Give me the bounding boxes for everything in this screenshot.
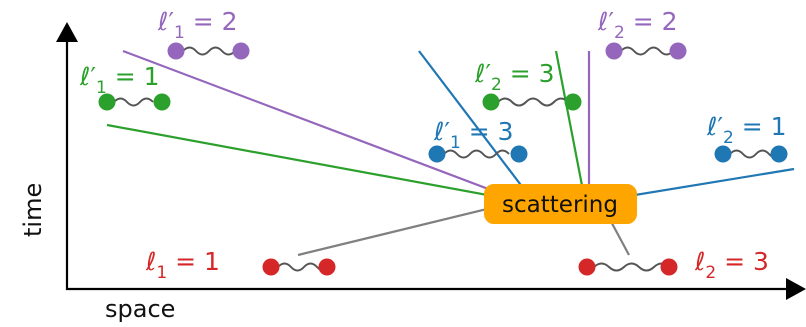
green-left-trajectory [106, 123, 521, 203]
scattering-label: scattering [502, 192, 618, 218]
space-axis [66, 278, 806, 300]
particle-dot [510, 145, 528, 163]
particle-dot [153, 93, 171, 111]
blue-left-trajectory [418, 50, 534, 202]
particle-dot [714, 145, 732, 163]
label-l2prime-blue: ℓ′2 = 1 [706, 112, 787, 148]
purple-left-trajectory [122, 49, 521, 203]
particle-dot [318, 258, 336, 276]
pair-purple-right [605, 42, 687, 60]
gray-left-trajectory [297, 199, 521, 257]
particle-dot [605, 42, 623, 60]
particle-dot [167, 42, 185, 60]
particle-dot [578, 258, 596, 276]
pair-blue-left [428, 145, 528, 163]
label-l1-red: ℓ1 = 1 [145, 247, 220, 283]
particle-dot [660, 258, 678, 276]
pair-purple-left [167, 42, 250, 60]
pair-green-left [98, 93, 171, 111]
pair-green-right [482, 93, 582, 111]
label-l1prime-blue: ℓ′1 = 3 [433, 117, 514, 153]
x-axis-label: space [105, 295, 175, 322]
label-l2prime-purple: ℓ′2 = 2 [597, 7, 678, 43]
time-axis-arrowhead [56, 22, 78, 42]
y-axis-label: time [19, 183, 47, 237]
particle-dot [262, 258, 280, 276]
particle-dot [98, 93, 116, 111]
scattering-box: scattering [484, 184, 637, 224]
particle-dot [428, 145, 446, 163]
particle-dot [770, 145, 788, 163]
space-axis-arrowhead [786, 278, 806, 300]
particle-dot [564, 93, 582, 111]
particle-dot [669, 42, 687, 60]
particle-dot [232, 42, 250, 60]
label-l2-red: ℓ2 = 3 [694, 247, 769, 283]
pair-red-left [262, 258, 336, 276]
label-l1prime-purple: ℓ′1 = 2 [157, 7, 238, 43]
pair-blue-right [714, 145, 788, 163]
time-axis [56, 22, 78, 290]
label-l1prime-green: ℓ′1 = 1 [79, 62, 160, 98]
green-right-trajectory [554, 50, 587, 202]
particle-dot [482, 93, 500, 111]
label-l2prime-green: ℓ′2 = 3 [474, 59, 555, 95]
pair-red-right [578, 258, 678, 276]
